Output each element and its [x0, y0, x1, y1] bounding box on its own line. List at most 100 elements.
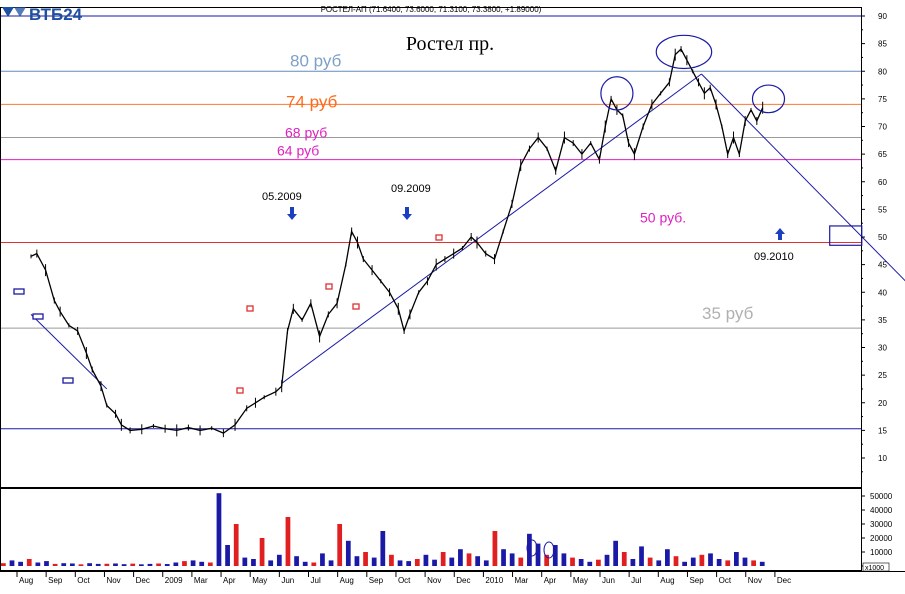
time-tick-label-23: Sep [689, 576, 704, 585]
price-tick-label-0: 90 [878, 12, 887, 21]
level-label-1: 80 руб [290, 51, 342, 70]
volume-bar-40 [345, 540, 351, 566]
time-tick-label-2: Oct [77, 576, 90, 585]
time-tick-label-15: Dec [456, 576, 470, 585]
volume-bar-52 [449, 557, 455, 566]
price-tick-label-2: 80 [878, 67, 887, 76]
volume-bar-60 [518, 557, 524, 566]
volume-bar-1 [9, 560, 15, 566]
price-tick-label-10: 40 [878, 288, 887, 297]
volume-bar-74 [639, 546, 644, 566]
volume-bar-31 [268, 560, 274, 566]
quote-line: РОСТЕЛ-АП (71.6400, 73.6000, 71.3100, 73… [321, 5, 542, 14]
price-tick-label-3: 75 [878, 95, 887, 104]
volume-bar-16 [138, 564, 144, 566]
vtb24-logo: ВТБ24 [2, 5, 83, 24]
volume-axis: 50000400003000020000100000x1000 [861, 492, 893, 572]
volume-bar-35 [302, 561, 308, 566]
chart-markers: 05.2009 09.2009 09.2010 [13, 34, 863, 394]
price-tick-label-14: 20 [878, 399, 887, 408]
volume-bar-63 [544, 554, 550, 566]
price-tick-label-13: 25 [878, 371, 887, 380]
volume-bar-30 [259, 538, 265, 566]
signal-marker-5 [32, 313, 44, 320]
volume-bar-53 [458, 549, 463, 566]
volume-bar-49 [423, 554, 429, 566]
volume-bar-0 [1, 563, 6, 566]
price-tick-label-15: 15 [878, 426, 887, 435]
time-tick-label-4: Dec [136, 576, 150, 585]
volume-highlight-1 [543, 541, 555, 559]
price-tick-label-4: 70 [878, 123, 887, 132]
highlight-circle-1 [655, 34, 713, 70]
volume-bar-59 [509, 553, 515, 566]
volume-bar-87 [751, 560, 756, 566]
price-tick-label-6: 60 [878, 178, 887, 187]
price-panel-frame [0, 7, 862, 488]
volume-bar-80 [690, 557, 696, 566]
volume-bar-43 [371, 557, 377, 566]
time-tick-label-18: Apr [544, 576, 557, 585]
time-tick-label-0: Aug [19, 576, 33, 585]
volume-tick-label-3: 20000 [870, 534, 893, 543]
volume-bar-65 [561, 553, 567, 566]
time-tick-label-13: Oct [398, 576, 411, 585]
horizontal-levels [1, 15, 861, 430]
price-tick-label-16: 10 [878, 454, 887, 463]
price-tick-label-1: 85 [878, 40, 887, 49]
time-tick-label-20: Jun [602, 576, 615, 585]
price-tick-label-9: 45 [878, 261, 887, 270]
annotation-1: 09.2009 [391, 183, 431, 195]
logo-text: ВТБ24 [29, 5, 83, 24]
signal-marker-7 [325, 283, 333, 290]
time-tick-label-3: Nov [106, 576, 120, 585]
volume-tick-label-2: 30000 [870, 520, 893, 529]
volume-bar-69 [596, 559, 601, 566]
volume-bar-26 [225, 545, 230, 566]
level-label-4: 64 руб [277, 143, 319, 159]
arrow-icon-0 [287, 207, 297, 220]
logo-mark-icon [2, 7, 14, 17]
volume-bar-24 [207, 562, 213, 566]
volume-bar-6 [52, 563, 58, 566]
volume-bar-88 [759, 561, 765, 566]
volume-bar-11 [95, 563, 101, 566]
volume-bar-42 [363, 552, 368, 566]
volume-highlight-0 [526, 539, 538, 557]
volume-bar-36 [311, 562, 317, 566]
price-tick-label-7: 55 [878, 205, 887, 214]
volume-bar-79 [682, 561, 688, 566]
volume-bar-29 [251, 559, 256, 566]
price-tick-label-11: 35 [878, 316, 887, 325]
volume-bar-78 [673, 556, 679, 566]
time-tick-label-24: Oct [719, 576, 732, 585]
volume-bar-34 [294, 556, 299, 566]
signal-marker-0 [236, 387, 244, 394]
time-tick-label-25: Nov [748, 576, 762, 585]
time-axis: Aug Sep Oct Nov Dec 2009 Mar Apr May Jun Jul Aug Sep… [16, 571, 791, 585]
volume-bar-28 [242, 557, 248, 566]
volume-bar-39 [337, 524, 343, 566]
volume-bar-32 [276, 554, 282, 566]
annotation-2: 09.2010 [754, 251, 794, 263]
volume-bar-25 [216, 493, 222, 566]
volume-bar-47 [406, 561, 412, 566]
time-tick-label-10: Jul [311, 576, 321, 585]
volume-bar-3 [26, 559, 32, 566]
price-series [30, 46, 764, 438]
signal-marker-1 [435, 234, 443, 241]
time-tick-label-9: Jun [281, 576, 294, 585]
volume-bar-23 [199, 561, 205, 566]
volume-bar-18 [156, 563, 161, 566]
trendline-0 [30, 313, 108, 390]
volume-tick-label-0: 50000 [870, 492, 893, 501]
time-tick-label-5: 2009 [165, 576, 183, 585]
trendline-1 [281, 73, 702, 384]
time-tick-label-11: Aug [340, 576, 354, 585]
level-label-3: 68 руб [285, 125, 327, 141]
signal-marker-3 [246, 305, 254, 312]
volume-bar-54 [466, 553, 472, 566]
signal-marker-4 [13, 288, 25, 295]
